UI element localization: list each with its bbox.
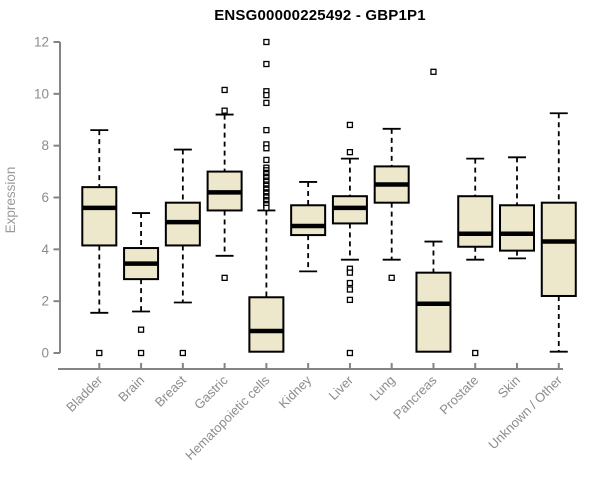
- x-tick-label: Bladder: [63, 372, 106, 415]
- box-lung: [373, 127, 410, 281]
- x-tick-label: Kidney: [276, 372, 315, 411]
- y-tick-label: 10: [34, 86, 49, 101]
- outlier-point: [263, 156, 270, 164]
- outlier-point: [346, 121, 354, 129]
- outlier-point: [346, 269, 354, 276]
- outlier-point: [472, 349, 479, 357]
- x-tick-label: Skin: [495, 373, 523, 401]
- box-prostate: [457, 157, 494, 357]
- x-tick-label: Breast: [152, 372, 189, 409]
- x-tick-label: Unknown / Other: [485, 372, 565, 452]
- box-brain: [123, 212, 160, 357]
- x-tick-label: Liver: [326, 372, 357, 403]
- outlier-point: [221, 274, 228, 281]
- y-tick-label: 12: [34, 35, 49, 50]
- outlier-point: [263, 145, 270, 152]
- outlier-point: [346, 148, 354, 156]
- outlier-point: [179, 349, 186, 357]
- x-tick-label: Lung: [367, 373, 398, 404]
- outlier-point: [263, 60, 270, 68]
- outlier-point: [263, 204, 270, 212]
- box-liver: [331, 121, 368, 357]
- outlier-point: [263, 91, 270, 99]
- y-tick-label: 0: [41, 346, 49, 361]
- box-skin: [499, 156, 535, 260]
- box-kidney: [290, 181, 327, 273]
- outlier-point: [430, 68, 437, 75]
- outlier-point: [96, 349, 103, 357]
- chart-title: ENSG00000225492 - GBP1P1: [214, 7, 426, 24]
- x-tick-label: Pancreas: [390, 372, 440, 422]
- x-tick-label: Prostate: [437, 373, 482, 418]
- outlier-point: [346, 349, 354, 357]
- box-bladder: [81, 129, 118, 357]
- outlier-point: [346, 279, 354, 287]
- outlier-point: [388, 274, 395, 281]
- outlier-point: [263, 126, 270, 134]
- x-tick-label: Gastric: [191, 372, 231, 412]
- outlier-point: [221, 86, 228, 94]
- outlier-point: [137, 349, 145, 357]
- box-gastric: [206, 86, 243, 281]
- outlier-point: [346, 296, 354, 304]
- x-tick-label: Brain: [115, 373, 147, 405]
- box-breast: [164, 148, 201, 357]
- outlier-point: [263, 99, 270, 107]
- y-tick-label: 2: [41, 294, 49, 309]
- box-unknown-other: [540, 112, 577, 353]
- y-tick-label: 4: [41, 242, 49, 257]
- outlier-point: [263, 38, 270, 46]
- y-axis: 0 2 4 6 8 10 12: [34, 35, 61, 361]
- y-tick-label: 8: [41, 138, 49, 153]
- box-hematopoietic-cells: [248, 38, 285, 353]
- outlier-point: [137, 326, 145, 333]
- box-pancreas: [415, 68, 452, 353]
- y-tick-label: 6: [41, 190, 49, 205]
- outlier-point: [221, 107, 228, 114]
- outlier-point: [346, 286, 354, 293]
